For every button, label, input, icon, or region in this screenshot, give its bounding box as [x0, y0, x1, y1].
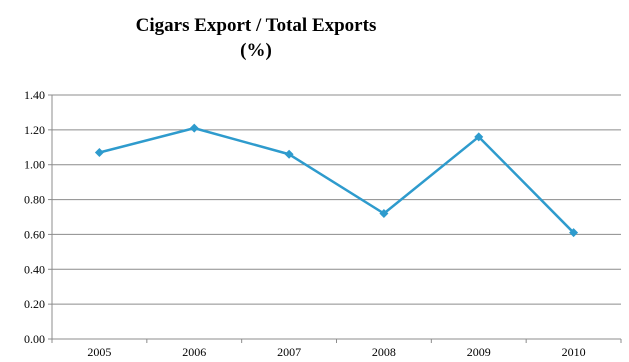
y-tick-label: 1.00 [24, 158, 45, 172]
x-tick-label: 2007 [277, 345, 301, 359]
data-point-marker [189, 123, 199, 133]
x-tick-label: 2010 [562, 345, 586, 359]
data-point-marker [474, 132, 484, 142]
data-point-marker [379, 209, 389, 219]
x-tick-label: 2008 [372, 345, 396, 359]
gridlines [52, 94, 621, 305]
x-tick-label: 2006 [182, 345, 206, 359]
y-tick-label: 0.40 [24, 262, 45, 276]
x-tick-label: 2009 [467, 345, 491, 359]
series-line [99, 126, 575, 234]
y-tick-label: 1.20 [24, 123, 45, 137]
data-point-marker [569, 228, 579, 238]
axes [48, 94, 622, 343]
y-tick-label: 0.00 [24, 332, 45, 346]
y-tick-label: 0.20 [24, 297, 45, 311]
y-tick-label: 0.80 [24, 193, 45, 207]
x-tick-labels: 2005 2006 2007 2008 2009 2010 [87, 345, 585, 359]
y-tick-label: 1.40 [24, 88, 45, 102]
series-layer [94, 123, 579, 238]
chart-title: Cigars Export / Total Exports [136, 15, 377, 36]
y-tick-label: 0.60 [24, 227, 45, 241]
data-point-marker [284, 149, 294, 159]
chart-subtitle: (%) [240, 40, 272, 61]
x-tick-label: 2005 [87, 345, 111, 359]
y-tick-labels: 0.00 0.20 0.40 0.60 0.80 1.00 1.20 1.40 [24, 88, 45, 346]
data-point-marker [94, 148, 104, 158]
